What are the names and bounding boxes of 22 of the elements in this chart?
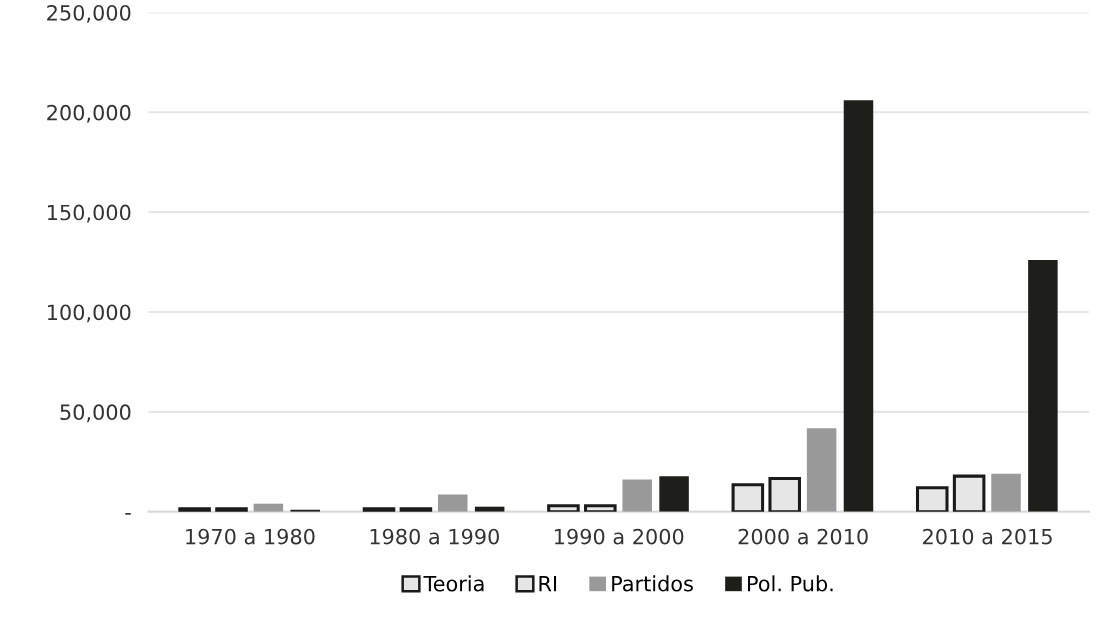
y-tick-label: 150,000 bbox=[47, 204, 131, 223]
y-tick-label: 200,000 bbox=[47, 104, 131, 123]
bar bbox=[806, 428, 837, 512]
legend-label: RI bbox=[539, 576, 557, 592]
bar bbox=[622, 479, 652, 512]
y-tick-label: 50,000 bbox=[60, 404, 131, 423]
x-tick-label: 1980 a 1990 bbox=[370, 528, 499, 545]
bar bbox=[1028, 260, 1058, 512]
bar bbox=[438, 494, 468, 512]
bar bbox=[843, 100, 874, 512]
legend-label: Pol. Pub. bbox=[748, 575, 833, 592]
y-tick-label: 250,000 bbox=[47, 4, 131, 23]
y-tick-label: - bbox=[125, 513, 131, 515]
legend-label: Teoria bbox=[423, 575, 484, 592]
y-tick-label: 100,000 bbox=[47, 304, 131, 323]
bar bbox=[659, 476, 689, 512]
x-tick-label: 2010 a 2015 bbox=[923, 528, 1052, 545]
bar bbox=[991, 473, 1021, 512]
x-tick-label: 1970 a 1980 bbox=[186, 528, 315, 545]
x-tick-label: 2000 a 2010 bbox=[738, 528, 868, 545]
legend-label: Partidos bbox=[612, 575, 693, 592]
x-tick-label: 1990 a 2000 bbox=[555, 528, 684, 545]
